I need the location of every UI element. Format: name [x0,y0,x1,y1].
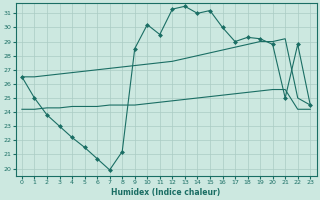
X-axis label: Humidex (Indice chaleur): Humidex (Indice chaleur) [111,188,221,197]
